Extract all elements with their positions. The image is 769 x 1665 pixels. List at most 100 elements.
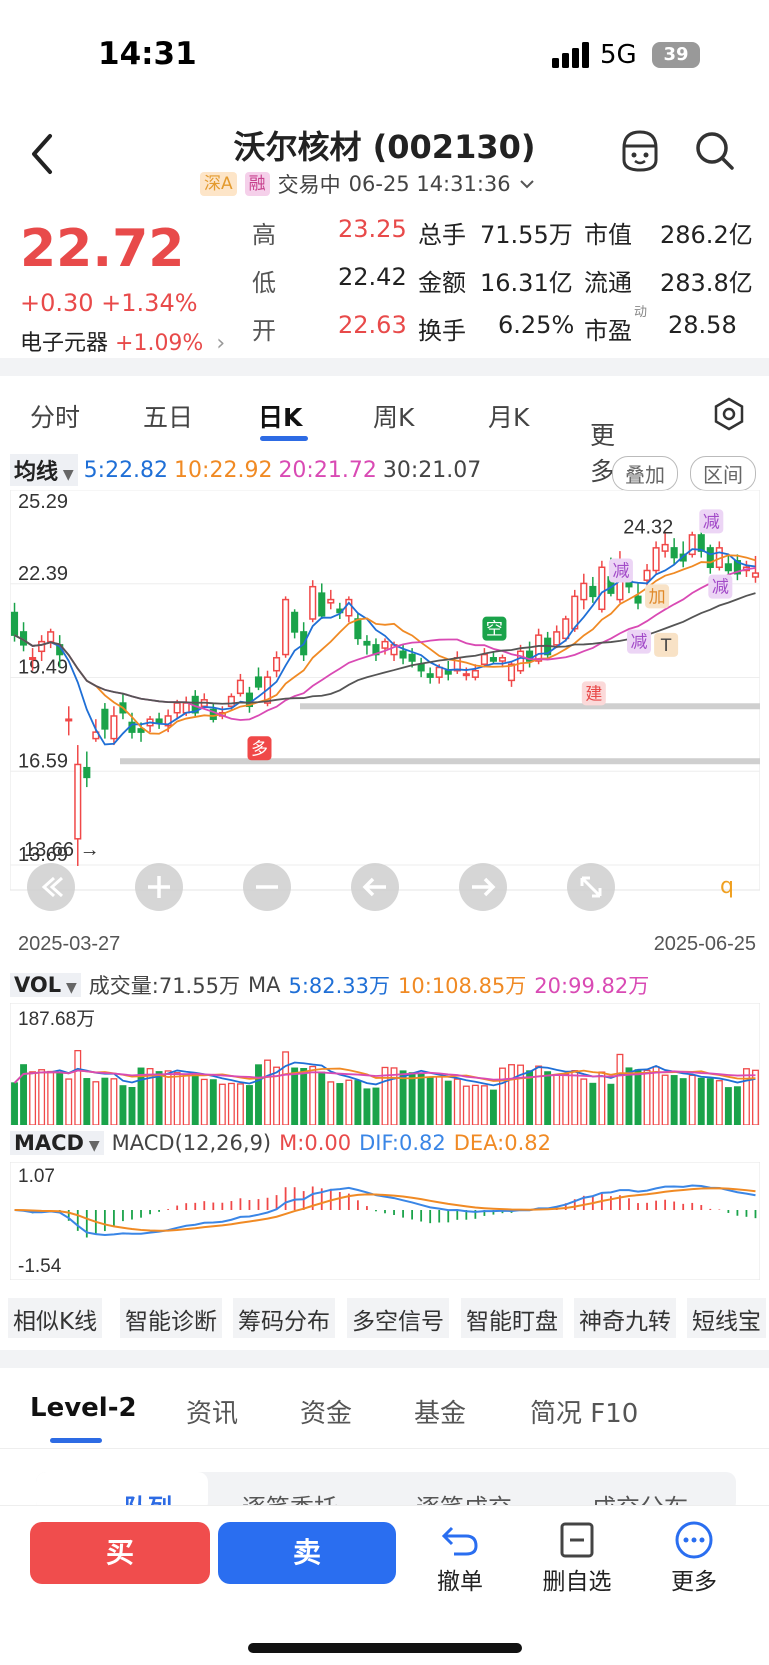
tab-level2[interactable]: Level-2: [30, 1393, 137, 1423]
range-button[interactable]: 区间: [690, 456, 756, 491]
search-icon[interactable]: [694, 130, 736, 172]
section-divider: [0, 358, 769, 376]
signal-tag-bg: [581, 681, 606, 706]
candle-body: [480, 653, 488, 665]
signal-tag: 多: [251, 739, 268, 759]
tab-funds-flow[interactable]: 资金: [300, 1399, 353, 1429]
macd-dea: DEA:0.82: [453, 1131, 552, 1155]
quote-sup: 动: [634, 305, 648, 320]
low-price-label: 13.66 →: [24, 839, 100, 861]
tab-weekly-k[interactable]: 周K: [373, 403, 415, 432]
tool-smart-watch[interactable]: 智能盯盘: [461, 1298, 563, 1338]
candlestick-chart[interactable]: 25.29 22.39 19.49 16.59 13.69 24.32 13.66 → 多 空建…: [10, 490, 760, 955]
candle-body: [101, 708, 109, 730]
q-marker-icon: q: [720, 874, 734, 899]
status-time: 14:31: [98, 36, 197, 72]
more-action[interactable]: 更多: [654, 1518, 734, 1596]
remove-watchlist-action[interactable]: 删自选: [537, 1518, 617, 1596]
settings-hexagon-icon[interactable]: [711, 396, 747, 432]
active-tab-indicator: [50, 1438, 102, 1443]
candle-body: [83, 766, 91, 779]
sell-button[interactable]: 卖: [218, 1522, 396, 1584]
overlay-button[interactable]: 叠加: [612, 456, 678, 491]
quote-label: 高: [252, 221, 276, 249]
volume-chart: 187.68万: [10, 1003, 760, 1125]
battery-icon: 39: [652, 42, 700, 68]
candle-body: [426, 673, 434, 678]
candle-body: [444, 669, 452, 675]
detail-tabs: Level-2 资讯 资金 基金 简况 F10: [0, 1368, 769, 1448]
ma-dropdown[interactable]: 均线 ▼: [10, 454, 78, 486]
price-change: +0.30 +1.34%: [20, 289, 198, 317]
volume-bar: [246, 1085, 253, 1125]
robot-assistant-icon[interactable]: [618, 128, 662, 174]
volume-bar: [191, 1073, 199, 1125]
caret-down-icon: ▼: [61, 980, 77, 996]
macd-dropdown[interactable]: MACD ▼: [10, 1131, 104, 1155]
signal-tag-bg: [654, 632, 679, 657]
tab-monthly-k[interactable]: 月K: [488, 403, 530, 432]
candle-body: [137, 728, 145, 733]
volume-bar: [119, 1085, 127, 1125]
tab-profile-f10[interactable]: 简况 F10: [530, 1399, 639, 1429]
tab-daily-k[interactable]: 日K: [258, 403, 303, 432]
quote-value: 6.25%: [498, 311, 575, 339]
sector-change: +1.09%: [115, 331, 204, 356]
trade-status-row[interactable]: 深A 融 交易中 06-25 14:31:36: [200, 170, 535, 198]
sector-link[interactable]: 电子元器 +1.09% ›: [20, 325, 225, 357]
chart-controls: q: [22, 862, 762, 912]
macd-legend: MACD ▼ MACD(12,26,9) M:0.00 DIF:0.82 DEA…: [10, 1126, 760, 1160]
candle-body: [227, 695, 235, 708]
fullscreen-icon[interactable]: [566, 862, 616, 912]
volume-bar: [643, 1069, 651, 1125]
quote-value: 23.25: [338, 215, 407, 243]
tab-fund[interactable]: 基金: [414, 1399, 467, 1429]
volume-bar: [661, 1074, 669, 1125]
volume-bar: [372, 1087, 380, 1125]
candle-body: [47, 631, 55, 643]
signal-tag: 建: [585, 684, 602, 704]
quote-value: 16.31亿: [480, 269, 573, 297]
status-bar: 14:31 5G 39: [0, 0, 769, 110]
arrow-left-icon[interactable]: [350, 862, 400, 912]
tab-five-day[interactable]: 五日: [143, 403, 194, 432]
volume-bar: [706, 1078, 714, 1125]
candle-body: [254, 676, 263, 688]
candle-body: [688, 534, 696, 556]
tool-chip-distribution[interactable]: 筹码分布: [233, 1298, 335, 1338]
volume-bar: [724, 1087, 732, 1125]
volume-bar: [65, 1078, 73, 1125]
vol-ma20: 20:99.82万: [534, 974, 650, 998]
volume-bar: [616, 1053, 624, 1125]
tool-smart-diagnosis[interactable]: 智能诊断: [120, 1298, 222, 1338]
rewind-icon[interactable]: [26, 862, 76, 912]
tool-magic-nine[interactable]: 神奇九转: [574, 1298, 676, 1338]
chevron-down-icon: ⌄: [590, 416, 604, 435]
tool-short-term[interactable]: 短线宝: [687, 1298, 766, 1338]
tab-news[interactable]: 资讯: [186, 1399, 239, 1429]
back-icon[interactable]: [28, 132, 56, 176]
arrow-right-icon[interactable]: [458, 862, 508, 912]
stock-title: 沃尔核材 (002130): [233, 128, 536, 166]
tool-similar-k[interactable]: 相似K线: [8, 1298, 103, 1338]
cancel-order-label: 撤单: [437, 1569, 483, 1595]
volume-bar: [607, 1083, 615, 1125]
candle-body: [327, 598, 335, 604]
volume-bar: [282, 1051, 290, 1125]
tab-intraday[interactable]: 分时: [30, 403, 81, 432]
buy-button[interactable]: 买: [30, 1522, 210, 1584]
volume-bar: [517, 1064, 524, 1125]
quote-value: 22.42: [338, 263, 407, 291]
candle-body: [507, 663, 516, 682]
vol-ma20-line: [13, 1069, 756, 1084]
signal-tag: 减: [631, 633, 648, 653]
candle-body: [110, 715, 118, 740]
vol-dropdown[interactable]: VOL ▼: [10, 973, 81, 997]
volume-bar: [11, 1082, 18, 1125]
zoom-out-icon[interactable]: [242, 862, 292, 912]
zoom-in-icon[interactable]: [134, 862, 184, 912]
volume-bar: [462, 1085, 470, 1125]
tool-long-short-signal[interactable]: 多空信号: [347, 1298, 449, 1338]
cancel-order-action[interactable]: 撤单: [420, 1518, 500, 1596]
volume-bar: [535, 1065, 543, 1125]
